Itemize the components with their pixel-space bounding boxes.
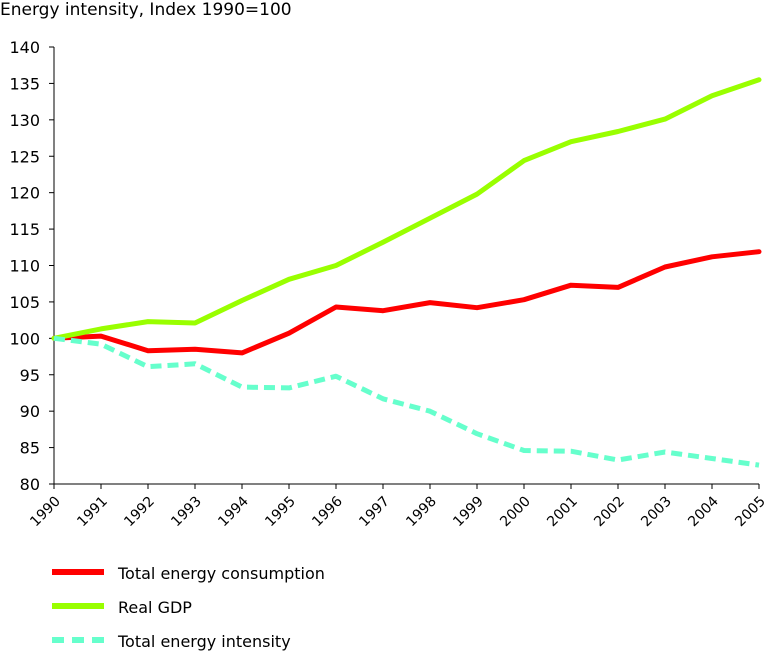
x-tick-label: 1999 — [450, 494, 487, 531]
y-tick-label: 95 — [20, 366, 40, 385]
line-chart: 80 85 90 95 100 105 110 115 120 125 130 135 140 1990 1… — [0, 0, 768, 560]
y-tick-label: 140 — [9, 38, 40, 57]
x-tick-label: 1995 — [262, 494, 299, 531]
x-tick-label: 1996 — [309, 493, 346, 530]
x-tick-label: 1990 — [27, 494, 64, 531]
x-tick-label: 1998 — [403, 494, 440, 531]
y-tick-label: 100 — [9, 329, 40, 348]
x-tick-label: 1993 — [168, 494, 205, 531]
x-tick-label: 1992 — [121, 494, 158, 531]
y-tick-label: 130 — [9, 111, 40, 130]
x-tick-label: 2004 — [685, 493, 722, 530]
y-tick-label: 105 — [9, 293, 40, 312]
y-tick-label: 135 — [9, 74, 40, 93]
y-tick-label: 80 — [20, 475, 40, 494]
legend-label: Total energy intensity — [118, 632, 291, 651]
x-tick-label: 2001 — [544, 494, 581, 531]
series-line-total-energy-intensity — [54, 338, 759, 465]
x-tick-label: 2005 — [732, 494, 768, 531]
series-line-real-gdp — [54, 80, 759, 339]
legend-label: Total energy consumption — [118, 564, 325, 583]
y-tick-label: 85 — [20, 439, 40, 458]
legend-swatch-real-gdp — [52, 603, 104, 609]
x-tick-label: 1994 — [215, 493, 252, 530]
x-tick-label: 1991 — [74, 494, 111, 531]
x-tick-label: 2003 — [638, 494, 675, 531]
y-tick-label: 125 — [9, 147, 40, 166]
y-tick-label: 120 — [9, 184, 40, 203]
x-tick-label: 2000 — [497, 494, 534, 531]
y-tick-label: 110 — [9, 257, 40, 276]
series-line-total-energy-consumption — [54, 252, 759, 353]
x-tick-label: 2002 — [591, 494, 628, 531]
x-tick-label: 1997 — [356, 494, 393, 531]
legend-label: Real GDP — [118, 598, 192, 617]
y-tick-label: 115 — [9, 220, 40, 239]
legend-swatch-total-energy-intensity — [52, 637, 104, 643]
y-tick-label: 90 — [20, 402, 40, 421]
legend-swatch-total-energy-consumption — [52, 569, 104, 575]
